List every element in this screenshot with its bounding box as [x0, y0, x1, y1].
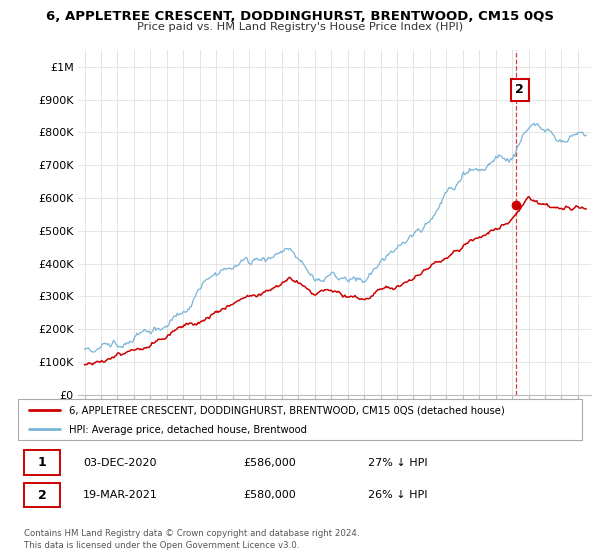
- Text: 2: 2: [515, 83, 524, 96]
- Text: 1: 1: [38, 456, 46, 469]
- Text: £586,000: £586,000: [244, 458, 296, 468]
- Bar: [23, 450, 61, 475]
- Text: 2: 2: [38, 488, 46, 502]
- Text: 6, APPLETREE CRESCENT, DODDINGHURST, BRENTWOOD, CM15 0QS (detached house): 6, APPLETREE CRESCENT, DODDINGHURST, BRE…: [69, 406, 505, 416]
- Text: Price paid vs. HM Land Registry's House Price Index (HPI): Price paid vs. HM Land Registry's House …: [137, 22, 463, 32]
- Text: 03-DEC-2020: 03-DEC-2020: [83, 458, 157, 468]
- Bar: [23, 483, 61, 507]
- Text: 27% ↓ HPI: 27% ↓ HPI: [368, 458, 427, 468]
- Text: 19-MAR-2021: 19-MAR-2021: [83, 490, 158, 500]
- Text: HPI: Average price, detached house, Brentwood: HPI: Average price, detached house, Bren…: [69, 425, 307, 435]
- Text: £580,000: £580,000: [244, 490, 296, 500]
- Text: 26% ↓ HPI: 26% ↓ HPI: [368, 490, 427, 500]
- Text: Contains HM Land Registry data © Crown copyright and database right 2024.
This d: Contains HM Land Registry data © Crown c…: [24, 529, 359, 550]
- Text: 6, APPLETREE CRESCENT, DODDINGHURST, BRENTWOOD, CM15 0QS: 6, APPLETREE CRESCENT, DODDINGHURST, BRE…: [46, 10, 554, 23]
